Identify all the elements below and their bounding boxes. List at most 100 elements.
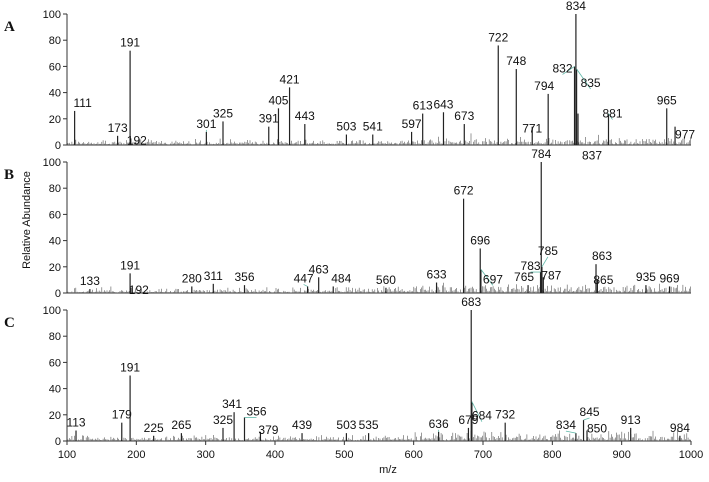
y-tick-label: 0 <box>55 288 61 300</box>
peak-label-969: 969 <box>659 271 679 285</box>
peak-label-192: 192 <box>127 133 147 147</box>
y-tick-label: 60 <box>49 61 61 73</box>
x-tick-label: 800 <box>543 449 561 461</box>
peak-leader <box>480 269 494 286</box>
peak-label-356: 356 <box>246 404 266 418</box>
x-tick-label: 500 <box>335 449 353 461</box>
peak-label-837: 837 <box>582 149 602 163</box>
peak-label-341: 341 <box>222 397 242 411</box>
peak-label-683: 683 <box>461 295 481 309</box>
peak-label-133: 133 <box>80 274 100 288</box>
peak-label-484: 484 <box>331 271 351 285</box>
spectrum-panel-c: C 0 20 40 60 80 100 113 179 191 225 265 325 341 356 379… <box>4 295 691 448</box>
peak-label-405: 405 <box>268 93 288 107</box>
peak-label-834: 834 <box>566 0 586 13</box>
x-tick-label: 300 <box>196 449 214 461</box>
peak-label-191: 191 <box>120 361 140 375</box>
peak-label-771: 771 <box>522 122 542 136</box>
peak-label-697: 697 <box>483 272 503 286</box>
peak-label-684: 684 <box>472 409 492 423</box>
peak-label-325: 325 <box>213 413 233 427</box>
peak-label-633: 633 <box>427 268 447 282</box>
y-tick-label: 40 <box>49 236 61 248</box>
peak-label-643: 643 <box>433 97 453 111</box>
panel-label: A <box>4 19 15 35</box>
baseline-noise <box>67 430 691 441</box>
x-axis-title: m/z <box>379 464 397 476</box>
peak-label-722: 722 <box>488 30 508 44</box>
peak-label-111: 111 <box>74 96 93 110</box>
peak-label-835: 835 <box>581 76 601 90</box>
peak-label-560: 560 <box>376 273 396 287</box>
y-tick-label: 0 <box>55 436 61 448</box>
y-tick-label: 40 <box>49 384 61 396</box>
peak-label-748: 748 <box>506 54 526 68</box>
y-tick-label: 100 <box>43 157 61 169</box>
peak-label-311: 311 <box>204 269 223 283</box>
peak-label-863: 863 <box>592 249 612 263</box>
peak-label-794: 794 <box>534 79 554 93</box>
peak-label-301: 301 <box>196 117 216 131</box>
x-tick-label: 600 <box>404 449 422 461</box>
x-tick-label: 900 <box>612 449 630 461</box>
peak-leader <box>471 401 483 422</box>
peak-leader <box>583 417 590 421</box>
peak-label-787: 787 <box>541 268 561 282</box>
peak-label-280: 280 <box>182 271 202 285</box>
y-tick-label: 20 <box>49 114 61 126</box>
y-tick-label: 20 <box>49 410 61 422</box>
peak-label-913: 913 <box>621 413 641 427</box>
peak-label-881: 881 <box>602 107 622 121</box>
peak-label-325: 325 <box>213 106 233 120</box>
x-tick-label: 200 <box>127 449 145 461</box>
peak-label-225: 225 <box>144 421 164 435</box>
peak-label-503: 503 <box>336 120 356 134</box>
x-tick-label: 700 <box>474 449 492 461</box>
peak-label-191: 191 <box>120 36 140 50</box>
y-tick-label: 0 <box>55 140 61 152</box>
peak-label-784: 784 <box>531 147 551 161</box>
peak-label-832: 832 <box>553 61 573 75</box>
spectrum-panel-b: B 0 20 40 60 80 100 133 191 192 280 311 356 447463484… <box>4 147 691 300</box>
y-tick-label: 60 <box>49 209 61 221</box>
peak-label-679: 679 <box>458 413 478 427</box>
peak-label-447: 447 <box>294 271 314 285</box>
panel-label: B <box>4 167 14 183</box>
y-tick-label: 100 <box>43 9 61 21</box>
peak-label-391: 391 <box>259 112 279 126</box>
baseline-noise <box>67 133 691 145</box>
peak-label-113: 113 <box>66 416 85 430</box>
y-tick-label: 80 <box>49 183 61 195</box>
peak-label-672: 672 <box>454 184 474 198</box>
y-tick-label: 20 <box>49 262 61 274</box>
y-tick-label: 100 <box>43 305 61 317</box>
peak-label-865: 865 <box>593 273 613 287</box>
peak-leader <box>541 256 549 268</box>
peak-label-984: 984 <box>670 421 690 435</box>
peak-label-613: 613 <box>413 99 433 113</box>
y-tick-label: 80 <box>49 331 61 343</box>
peak-leader <box>565 430 576 434</box>
peak-leader <box>576 68 591 90</box>
peak-label-785: 785 <box>538 244 558 258</box>
peak-label-356: 356 <box>234 270 254 284</box>
peak-label-850: 850 <box>587 422 607 436</box>
peak-label-379: 379 <box>258 423 278 437</box>
x-axis: 100 200 300 400 500 600 700 800 900 1000 <box>58 441 703 461</box>
peak-label-765: 765 <box>514 270 534 284</box>
baseline-noise <box>67 282 691 293</box>
peak-label-535: 535 <box>359 418 379 432</box>
peak-label-503: 503 <box>336 418 356 432</box>
x-tick-label: 400 <box>266 449 284 461</box>
peak-label-845: 845 <box>580 405 600 419</box>
peak-label-636: 636 <box>429 417 449 431</box>
peak-label-541: 541 <box>363 120 383 134</box>
peak-leader <box>608 113 613 120</box>
peak-leader <box>303 284 308 287</box>
peak-label-977: 977 <box>675 128 695 142</box>
x-tick-label: 100 <box>58 449 76 461</box>
peak-label-965: 965 <box>657 93 677 107</box>
